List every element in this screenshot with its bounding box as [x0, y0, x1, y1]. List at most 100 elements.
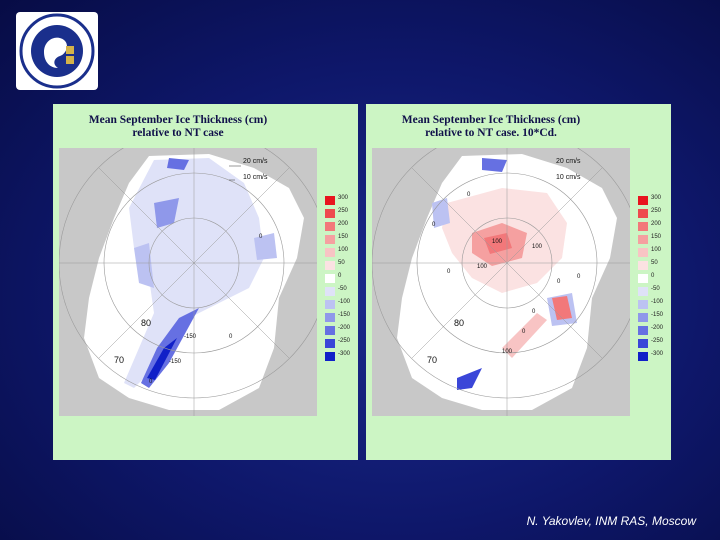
- colorbar-row: -250: [325, 338, 357, 348]
- institute-logo: [16, 12, 98, 90]
- colorbar-label: -50: [651, 286, 660, 292]
- colorbar-label: 150: [651, 234, 662, 240]
- colorbar-label: -250: [651, 338, 664, 344]
- colorbar-swatch: [638, 300, 648, 309]
- contour-label: 0: [259, 234, 263, 240]
- contour-label: 100: [477, 264, 488, 270]
- colorbar: 300 250 200 150 100 50 0 -50 -100 -150 -200 -250 -30…: [325, 195, 357, 376]
- colorbar-row: 0: [638, 273, 670, 283]
- colorbar-label: 250: [338, 208, 349, 214]
- colorbar-label: 50: [651, 260, 658, 266]
- colorbar-row: 50: [325, 260, 357, 270]
- contour-label: 100: [492, 239, 503, 245]
- colorbar-swatch: [325, 235, 335, 244]
- colorbar-swatch: [325, 248, 335, 257]
- colorbar-swatch: [638, 209, 648, 218]
- colorbar-row: 200: [638, 221, 670, 231]
- panel-title: Mean September Ice Thickness (cm) relati…: [366, 114, 616, 140]
- colorbar-swatch: [638, 274, 648, 283]
- colorbar-swatch: [638, 352, 648, 361]
- arctic-map-svg: 80 70 0 0 100 100 100 0 0 0 100 0 0: [372, 148, 630, 416]
- lat-label-70: 70: [114, 355, 124, 365]
- map-panel-control: Mean September Ice Thickness (cm) relati…: [53, 104, 358, 460]
- colorbar-swatch: [325, 300, 335, 309]
- colorbar-label: -100: [338, 299, 351, 305]
- colorbar-label: 100: [651, 247, 662, 253]
- contour-label: 100: [502, 349, 513, 355]
- colorbar-label: 50: [338, 260, 345, 266]
- colorbar-row: 100: [638, 247, 670, 257]
- colorbar-row: 250: [325, 208, 357, 218]
- colorbar-swatch: [325, 261, 335, 270]
- colorbar-row: 50: [638, 260, 670, 270]
- colorbar-row: -100: [638, 299, 670, 309]
- lat-label-80: 80: [454, 318, 464, 328]
- colorbar-label: 150: [338, 234, 349, 240]
- colorbar-swatch: [638, 326, 648, 335]
- colorbar-swatch: [325, 209, 335, 218]
- colorbar-swatch: [325, 352, 335, 361]
- colorbar-label: -300: [338, 351, 351, 357]
- colorbar-label: 200: [651, 221, 662, 227]
- colorbar-row: 300: [325, 195, 357, 205]
- colorbar-swatch: [638, 235, 648, 244]
- colorbar-row: -50: [325, 286, 357, 296]
- colorbar-row: -200: [325, 325, 357, 335]
- colorbar-row: 300: [638, 195, 670, 205]
- colorbar-swatch: [638, 287, 648, 296]
- colorbar-row: -250: [638, 338, 670, 348]
- colorbar-row: -100: [325, 299, 357, 309]
- colorbar-label: 0: [651, 273, 655, 279]
- colorbar-label: 250: [651, 208, 662, 214]
- colorbar-label: -150: [338, 312, 351, 318]
- arctic-map-svg: 80 70 0 -150 -150 0 0: [59, 148, 317, 416]
- colorbar-label: -200: [338, 325, 351, 331]
- colorbar-row: -300: [325, 351, 357, 361]
- vector-scale-20: 20 cm/s: [556, 158, 581, 165]
- author-credit: N. Yakovlev, INM RAS, Moscow: [526, 514, 696, 528]
- colorbar-row: 200: [325, 221, 357, 231]
- colorbar-label: -200: [651, 325, 664, 331]
- contour-label: 0: [522, 329, 526, 335]
- contour-label: 0: [577, 274, 581, 280]
- colorbar-label: 200: [338, 221, 349, 227]
- colorbar-label: 300: [651, 195, 662, 201]
- contour-label: 0: [149, 379, 153, 385]
- colorbar-row: -150: [638, 312, 670, 322]
- arctic-map: 80 70 0 0 100 100 100 0 0 0 100 0 0: [372, 148, 630, 416]
- vector-scale-10: 10 cm/s: [556, 174, 581, 181]
- colorbar-row: -300: [638, 351, 670, 361]
- panel-title-line1: Mean September Ice Thickness (cm): [88, 114, 268, 126]
- contour-label: 0: [467, 192, 471, 198]
- colorbar-swatch: [638, 261, 648, 270]
- colorbar-label: -250: [338, 338, 351, 344]
- colorbar-swatch: [325, 326, 335, 335]
- colorbar: 300 250 200 150 100 50 0 -50 -100 -150 -200 -250 -30…: [638, 195, 670, 376]
- colorbar-label: 100: [338, 247, 349, 253]
- colorbar-swatch: [638, 222, 648, 231]
- colorbar-row: 0: [325, 273, 357, 283]
- colorbar-swatch: [325, 339, 335, 348]
- contour-label: -150: [169, 359, 182, 365]
- colorbar-swatch: [638, 248, 648, 257]
- colorbar-label: -150: [651, 312, 664, 318]
- contour-label: 0: [229, 334, 233, 340]
- panel-title: Mean September Ice Thickness (cm) relati…: [53, 114, 303, 140]
- lat-label-80: 80: [141, 318, 151, 328]
- colorbar-swatch: [325, 222, 335, 231]
- colorbar-label: 0: [338, 273, 342, 279]
- map-panel-drag: Mean September Ice Thickness (cm) relati…: [366, 104, 671, 460]
- panel-title-line2: relative to NT case. 10*Cd.: [425, 127, 557, 139]
- colorbar-row: 100: [325, 247, 357, 257]
- colorbar-label: 300: [338, 195, 349, 201]
- panel-title-line1: Mean September Ice Thickness (cm): [401, 114, 581, 126]
- colorbar-swatch: [325, 274, 335, 283]
- colorbar-swatch: [325, 287, 335, 296]
- colorbar-swatch: [325, 196, 335, 205]
- contour-label: 100: [532, 244, 543, 250]
- colorbar-swatch: [325, 313, 335, 322]
- colorbar-row: -150: [325, 312, 357, 322]
- colorbar-row: 150: [325, 234, 357, 244]
- colorbar-row: 150: [638, 234, 670, 244]
- colorbar-row: -200: [638, 325, 670, 335]
